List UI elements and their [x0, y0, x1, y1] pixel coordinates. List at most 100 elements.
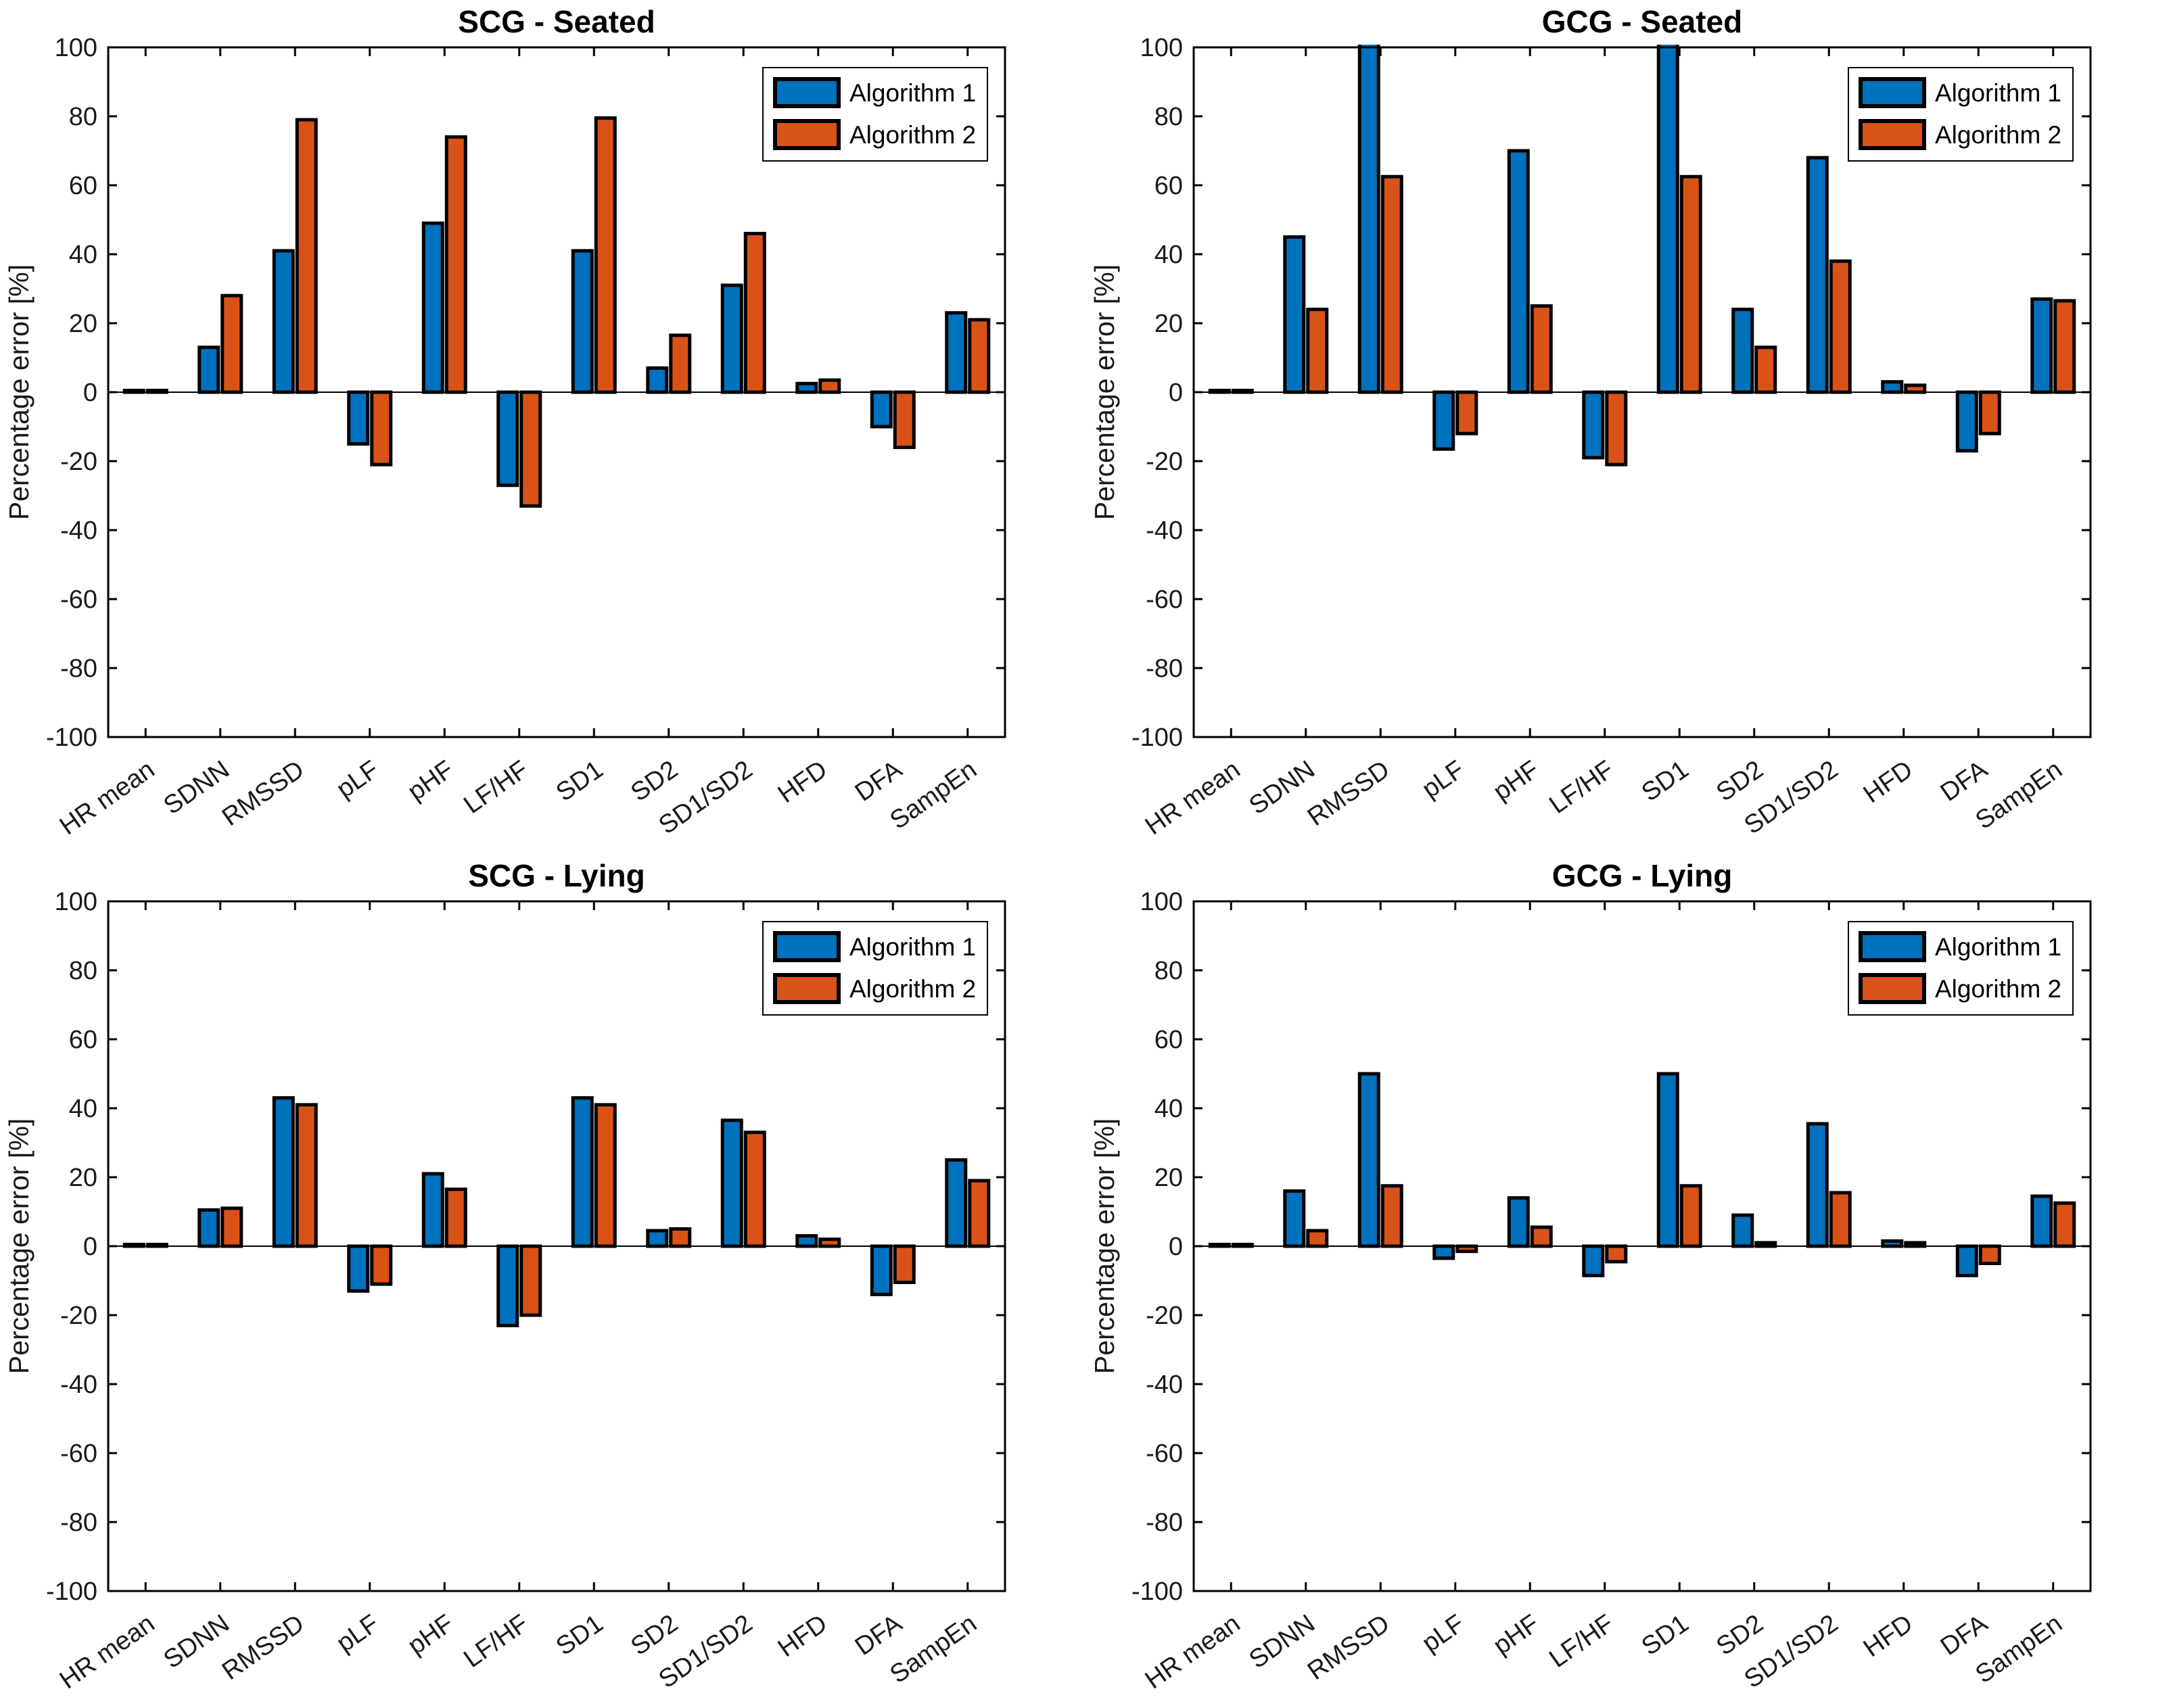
bar-algorithm-1 — [496, 1244, 519, 1327]
y-tick-label: -40 — [60, 517, 97, 545]
x-category-label: SD1 — [551, 755, 609, 807]
y-tick-label: 60 — [69, 172, 97, 200]
bar-algorithm-1 — [1955, 390, 1978, 453]
panel-title: SCG - Lying — [468, 858, 645, 893]
x-category-label: pHF — [403, 1609, 459, 1661]
x-category-label: SampEn — [885, 755, 981, 835]
y-tick-label: -40 — [60, 1371, 97, 1399]
bar-algorithm-1 — [720, 1118, 743, 1248]
x-category-label: LF/HF — [459, 1609, 534, 1674]
legend-label: Algorithm 2 — [849, 121, 976, 149]
x-category-label: HR mean — [55, 1609, 160, 1694]
x-category-label: pHF — [1489, 755, 1545, 807]
y-tick-label: -20 — [60, 448, 97, 476]
x-category-label: HFD — [773, 1609, 833, 1663]
bar-algorithm-1 — [1357, 1072, 1380, 1248]
bar-algorithm-2 — [594, 1103, 617, 1248]
bar-algorithm-2 — [1306, 308, 1329, 394]
bar-algorithm-2 — [1231, 388, 1254, 394]
bar-algorithm-1 — [421, 1172, 444, 1248]
bar-algorithm-2 — [1380, 174, 1403, 394]
bar-algorithm-2 — [818, 1237, 841, 1248]
y-tick-label: 0 — [1169, 379, 1183, 407]
bar-algorithm-2 — [2053, 1201, 2076, 1248]
bar-algorithm-1 — [272, 1096, 295, 1248]
x-category-label: pHF — [403, 755, 459, 807]
x-category-label: SD1 — [551, 1609, 609, 1661]
bar-algorithm-2 — [145, 1242, 168, 1248]
bar-algorithm-1 — [1731, 1213, 1754, 1248]
x-category-label: SD2 — [1711, 755, 1769, 807]
y-tick-label: -40 — [1146, 517, 1183, 545]
legend-label: Algorithm 2 — [849, 975, 976, 1003]
y-tick-label: -100 — [1131, 723, 1183, 752]
bar-algorithm-1 — [795, 1234, 818, 1248]
bar-algorithm-2 — [1829, 1191, 1852, 1248]
y-tick-label: -20 — [1146, 1302, 1183, 1330]
bar-algorithm-1 — [1283, 235, 1306, 394]
bar-algorithm-1 — [272, 249, 295, 394]
x-category-label: RMSSD — [217, 1609, 310, 1686]
y-tick-label: 40 — [1154, 241, 1183, 269]
bar-algorithm-2 — [743, 231, 766, 394]
bar-algorithm-2 — [1530, 1225, 1553, 1248]
bar-algorithm-2 — [1978, 390, 2001, 435]
bar-algorithm-2 — [818, 378, 841, 394]
x-category-label: DFA — [850, 755, 908, 807]
bar-algorithm-1 — [347, 390, 370, 446]
y-axis-label: Percentage error [%] — [1089, 1118, 1120, 1374]
x-category-label: pHF — [1489, 1609, 1545, 1661]
bar-algorithm-1 — [1582, 1244, 1605, 1277]
bar-algorithm-2 — [444, 135, 467, 394]
bar-algorithm-1 — [2030, 1194, 2053, 1248]
bar-algorithm-1 — [795, 381, 818, 394]
legend-swatch-2 — [1859, 119, 1926, 150]
bar-algorithm-2 — [1455, 390, 1478, 435]
y-tick-label: 60 — [1154, 172, 1183, 200]
x-category-label: pLF — [331, 1609, 384, 1658]
bar-algorithm-1 — [1731, 308, 1754, 394]
x-category-label: HR mean — [1140, 755, 1246, 840]
y-tick-label: 80 — [1154, 957, 1183, 985]
bar-algorithm-1 — [945, 311, 968, 394]
bar-algorithm-2 — [1978, 1244, 2001, 1265]
legend-label: Algorithm 2 — [1935, 975, 2061, 1003]
y-tick-label: 40 — [69, 241, 97, 269]
legend-swatch-2 — [773, 119, 841, 150]
x-category-label: SD2 — [626, 1609, 683, 1661]
axes-box — [107, 46, 1006, 738]
x-category-label: HFD — [1859, 755, 1918, 809]
legend-label: Algorithm 2 — [1935, 121, 2061, 149]
bar-algorithm-1 — [1656, 45, 1679, 394]
y-tick-label: 0 — [83, 379, 97, 407]
x-category-label: RMSSD — [1303, 1609, 1395, 1686]
y-tick-label: 80 — [69, 103, 97, 131]
y-tick-label: 100 — [1140, 34, 1183, 62]
legend-swatch-2 — [1859, 973, 1926, 1004]
x-category-label: DFA — [850, 1609, 908, 1661]
bar-algorithm-2 — [1679, 174, 1702, 394]
bar-algorithm-1 — [1208, 388, 1231, 394]
bar-algorithm-1 — [122, 1242, 145, 1248]
bar-algorithm-1 — [1507, 149, 1530, 394]
bar-algorithm-1 — [1806, 1122, 1829, 1248]
bar-algorithm-1 — [1283, 1189, 1306, 1248]
y-tick-label: -60 — [60, 586, 97, 614]
bar-algorithm-1 — [347, 1244, 370, 1293]
bar-algorithm-2 — [1530, 304, 1553, 394]
panel-scg-lying: SCG - Lying Percentage error [%] -100 -80 -6… — [0, 854, 1086, 1708]
bar-algorithm-2 — [2053, 299, 2076, 394]
bar-algorithm-1 — [571, 1096, 594, 1248]
y-tick-label: -20 — [1146, 448, 1183, 476]
x-category-label: SampEn — [885, 1609, 981, 1689]
y-tick-label: 100 — [55, 34, 97, 62]
y-tick-label: 20 — [69, 310, 97, 338]
y-tick-label: 40 — [1154, 1095, 1183, 1123]
y-tick-label: 0 — [83, 1233, 97, 1261]
bar-algorithm-2 — [669, 333, 692, 394]
y-axis-label: Percentage error [%] — [1089, 264, 1120, 520]
bar-algorithm-1 — [1357, 45, 1380, 394]
bar-algorithm-1 — [1881, 380, 1904, 394]
bar-algorithm-2 — [295, 1103, 318, 1248]
y-axis-label: Percentage error [%] — [3, 1118, 34, 1374]
